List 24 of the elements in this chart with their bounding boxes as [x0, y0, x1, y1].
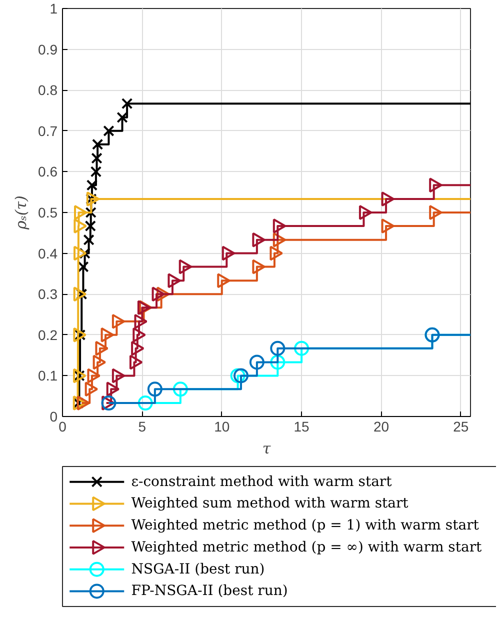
- y-tick-label: 0.4: [38, 245, 58, 262]
- x-tick-label: 20: [373, 418, 390, 434]
- y-tick-label: 0.8: [38, 82, 58, 98]
- x-tick-label: 15: [294, 418, 310, 434]
- x-tick-label: 5: [138, 418, 146, 434]
- x-tick-label: 10: [214, 418, 230, 434]
- legend-label: Weighted sum method with warm start: [131, 496, 409, 512]
- y-tick-label: 0: [50, 408, 58, 424]
- y-tick-label: 0.2: [38, 326, 58, 343]
- legend-label: Weighted metric method (p = 1) with warm start: [131, 518, 480, 534]
- y-tick-label: 0.3: [38, 286, 58, 302]
- legend-label: NSGA-II (best run): [131, 561, 265, 578]
- y-tick-label: 1: [50, 0, 58, 16]
- legend-label: ε-constraint method with warm start: [131, 474, 392, 490]
- legend-label: Weighted metric method (p = ∞) with warm start: [131, 539, 482, 556]
- y-tick-label: 0.7: [38, 122, 58, 139]
- legend-label: FP-NSGA-II (best run): [131, 583, 288, 600]
- y-axis-title: ρₛ(τ): [12, 195, 30, 230]
- y-tick-label: 0.9: [38, 41, 58, 58]
- x-tick-label: 25: [453, 418, 469, 434]
- y-tick-label: 0.1: [38, 368, 58, 384]
- y-tick-label: 0.6: [38, 164, 58, 180]
- x-axis-title: τ: [262, 440, 272, 458]
- y-tick-label: 0.5: [38, 204, 58, 220]
